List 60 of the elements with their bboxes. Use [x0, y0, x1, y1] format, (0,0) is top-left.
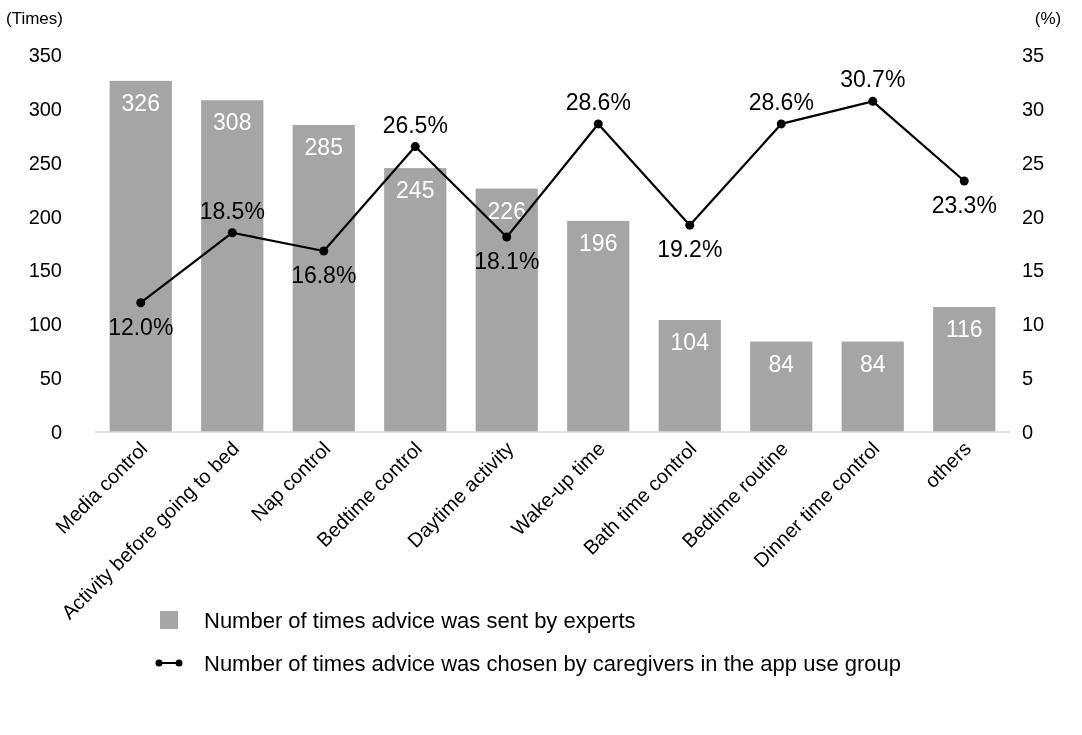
point — [136, 298, 146, 308]
y2-tick-label: 20 — [1022, 205, 1045, 228]
bar — [841, 341, 904, 432]
point — [227, 228, 237, 238]
legend-label: Number of times advice was chosen by caregivers in the app use group — [204, 651, 902, 676]
data-label: 285 — [304, 134, 343, 161]
y-tick-label: 50 — [39, 367, 62, 390]
y2-tick-label: 0 — [1022, 421, 1034, 443]
y-tick-label: 300 — [28, 97, 62, 120]
y2-tick-label: 10 — [1022, 313, 1045, 336]
data-label: 326 — [121, 89, 160, 116]
bar — [292, 125, 355, 432]
y2-tick-label: 35 — [1022, 44, 1045, 66]
data-label: 196 — [579, 229, 618, 256]
data-label: 18.1% — [474, 248, 540, 275]
data-label: 30.7% — [840, 66, 906, 93]
bar — [567, 220, 630, 432]
data-label: 19.2% — [657, 236, 723, 263]
data-label: 12.0% — [108, 313, 174, 340]
point — [868, 96, 878, 106]
data-label: 104 — [670, 328, 710, 355]
bar — [933, 307, 996, 432]
data-label: 23.3% — [931, 192, 997, 219]
legend-label: Number of times advice was sent by experts — [204, 608, 636, 633]
y-axis-title: (Times) — [6, 9, 63, 28]
bar — [658, 319, 721, 432]
y2-axis-title: (%) — [1034, 9, 1062, 28]
bar — [109, 80, 172, 432]
bar — [475, 188, 538, 432]
point — [319, 246, 329, 256]
y-tick-label: 100 — [28, 313, 62, 336]
data-label: 28.6% — [748, 88, 814, 115]
data-label: 116 — [945, 316, 983, 343]
point — [959, 176, 969, 186]
data-label: 308 — [213, 109, 252, 136]
data-label: 26.5% — [382, 111, 448, 138]
y2-tick-label: 30 — [1022, 97, 1045, 120]
data-label: 245 — [396, 177, 435, 204]
data-label: 84 — [859, 350, 886, 377]
point — [502, 232, 512, 242]
bar — [384, 168, 447, 432]
point — [593, 119, 603, 129]
y2-tick-label: 5 — [1022, 367, 1034, 390]
y-tick-label: 0 — [50, 421, 62, 443]
y-tick-label: 200 — [28, 205, 62, 228]
data-label: 226 — [487, 197, 526, 224]
y-tick-label: 250 — [28, 151, 62, 174]
point — [410, 142, 420, 152]
data-label: 18.5% — [199, 197, 265, 224]
data-label: 16.8% — [291, 262, 357, 289]
y2-tick-label: 15 — [1022, 259, 1045, 282]
y-tick-label: 150 — [28, 259, 62, 282]
y2-tick-label: 25 — [1022, 151, 1045, 174]
y-tick-label: 350 — [28, 44, 62, 66]
data-label: 28.6% — [565, 88, 631, 115]
point — [685, 220, 695, 230]
bar — [750, 341, 813, 432]
data-label: 84 — [768, 350, 795, 377]
point — [776, 119, 786, 129]
bar — [201, 100, 264, 432]
